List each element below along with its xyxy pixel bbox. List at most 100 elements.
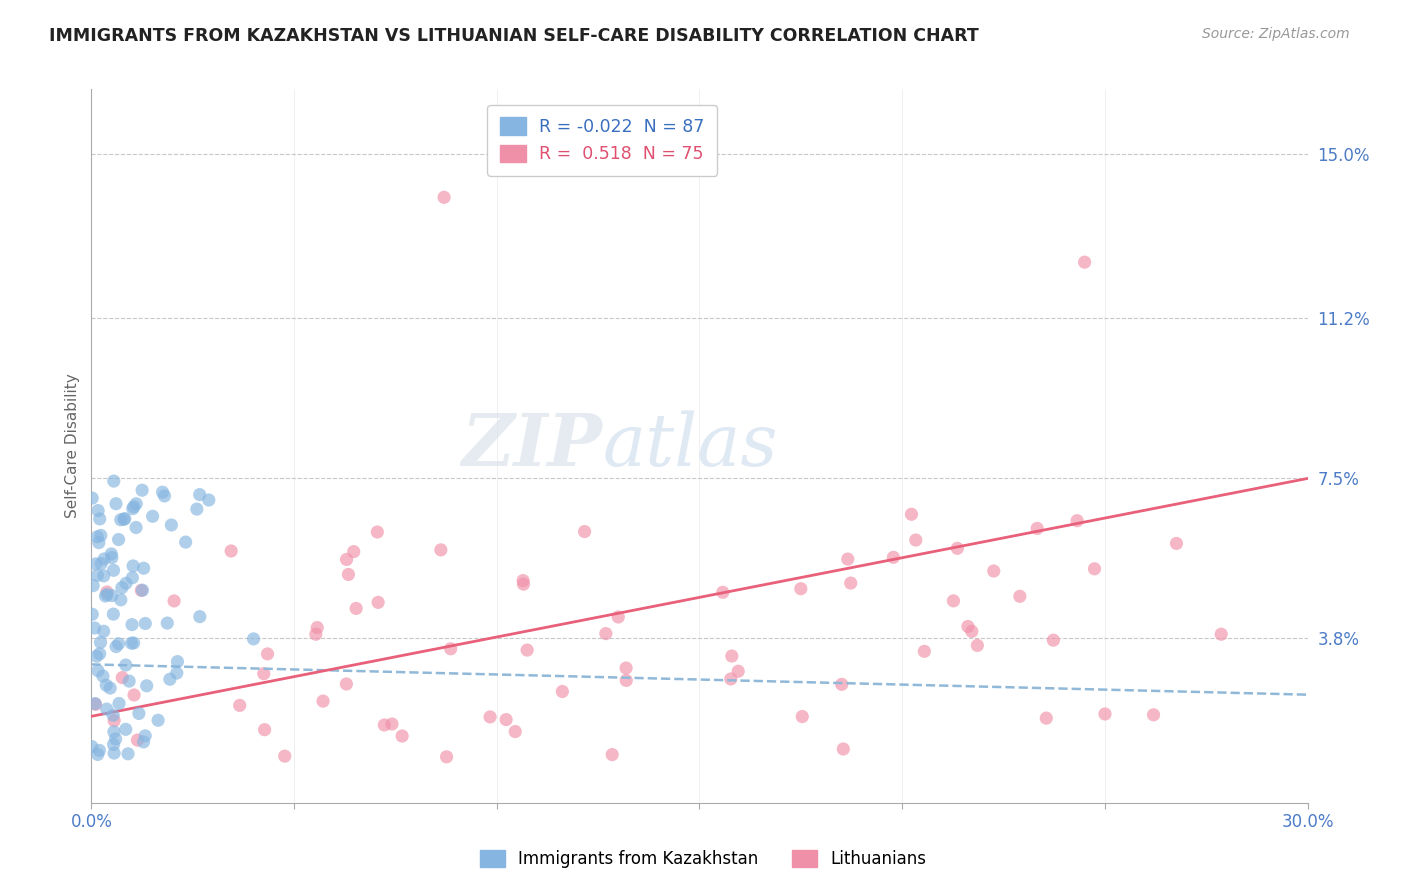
Point	[93, 552, 115, 566]
Point	[479, 710, 502, 724]
Legend: R = -0.022  N = 87, R =  0.518  N = 75: R = -0.022 N = 87, R = 0.518 N = 75	[488, 105, 717, 176]
Point	[440, 641, 463, 656]
Point	[228, 698, 250, 713]
Point	[253, 723, 276, 737]
Point	[312, 694, 335, 708]
Point	[1008, 590, 1031, 604]
Point	[87, 503, 110, 517]
Point	[82, 491, 104, 505]
Point	[166, 666, 188, 681]
Point	[103, 714, 125, 728]
Point	[912, 644, 935, 658]
Point	[86, 649, 108, 664]
Point	[335, 677, 357, 691]
Point	[574, 524, 596, 539]
Point	[256, 647, 278, 661]
Point	[104, 731, 127, 746]
Point	[121, 617, 143, 632]
Point	[117, 747, 139, 761]
Point	[114, 658, 136, 673]
Point	[90, 557, 112, 571]
Text: Source: ZipAtlas.com: Source: ZipAtlas.com	[1202, 27, 1350, 41]
Point	[122, 636, 145, 650]
Point	[942, 594, 965, 608]
Point	[720, 672, 742, 686]
Point	[721, 648, 744, 663]
Point	[122, 688, 145, 702]
Point	[89, 743, 111, 757]
Point	[101, 550, 124, 565]
Point	[132, 735, 155, 749]
Point	[600, 747, 623, 762]
Point	[103, 724, 125, 739]
Point	[87, 747, 110, 762]
Point	[127, 733, 149, 747]
Point	[960, 624, 983, 639]
Point	[188, 609, 211, 624]
Point	[103, 738, 125, 752]
Point	[1083, 562, 1105, 576]
Point	[337, 567, 360, 582]
Point	[121, 636, 143, 650]
Point	[160, 518, 183, 533]
Point	[614, 673, 637, 688]
Point	[166, 655, 188, 669]
Point	[108, 697, 131, 711]
Point	[1211, 627, 1233, 641]
Point	[103, 563, 125, 577]
Point	[436, 749, 458, 764]
Point	[84, 697, 107, 711]
Point	[495, 713, 517, 727]
Point	[186, 502, 208, 516]
Point	[121, 571, 143, 585]
Point	[105, 640, 128, 654]
Point	[115, 576, 138, 591]
Point	[135, 679, 157, 693]
Point	[134, 729, 156, 743]
Point	[114, 723, 136, 737]
Point	[121, 501, 143, 516]
Point	[96, 585, 118, 599]
Point	[198, 493, 221, 508]
Point	[89, 647, 111, 661]
Point	[1166, 536, 1188, 550]
Point	[159, 672, 181, 686]
Point	[90, 528, 112, 542]
Point	[93, 624, 115, 639]
Point	[96, 702, 118, 716]
Text: IMMIGRANTS FROM KAZAKHSTAN VS LITHUANIAN SELF-CARE DISABILITY CORRELATION CHART: IMMIGRANTS FROM KAZAKHSTAN VS LITHUANIAN…	[49, 27, 979, 45]
Point	[94, 589, 117, 603]
Point	[128, 706, 150, 721]
Point	[1035, 711, 1057, 725]
Point	[86, 568, 108, 582]
Point	[242, 632, 264, 646]
Point	[882, 550, 904, 565]
Point	[82, 607, 104, 622]
Point	[111, 671, 134, 685]
Point	[366, 524, 388, 539]
Point	[84, 698, 107, 712]
Point	[93, 569, 115, 583]
Point	[344, 601, 367, 615]
Point	[946, 541, 969, 556]
Point	[101, 589, 124, 603]
Point	[792, 709, 814, 723]
Point	[966, 639, 988, 653]
Point	[89, 512, 111, 526]
Text: atlas: atlas	[602, 410, 778, 482]
Point	[1094, 706, 1116, 721]
Point	[983, 564, 1005, 578]
Point	[839, 576, 862, 591]
Point	[219, 544, 242, 558]
Point	[711, 585, 734, 599]
Point	[156, 616, 179, 631]
Point	[551, 684, 574, 698]
Point	[89, 635, 111, 649]
Point	[103, 474, 125, 488]
Point	[727, 665, 749, 679]
Point	[595, 626, 617, 640]
Point	[84, 557, 107, 571]
Point	[122, 500, 145, 514]
Point	[146, 713, 169, 727]
Point	[188, 488, 211, 502]
